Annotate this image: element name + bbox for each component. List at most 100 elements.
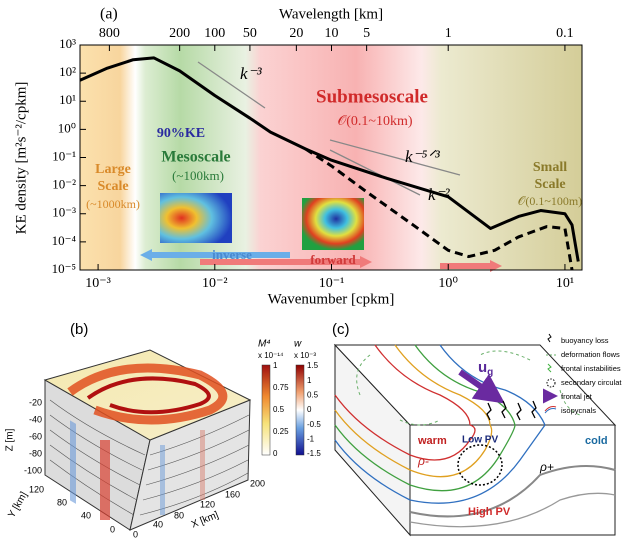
front-band bbox=[86, 376, 211, 415]
colorbar-title: w bbox=[294, 339, 302, 350]
isopycnals bbox=[334, 344, 616, 528]
colorbar-tick-label: 0.5 bbox=[273, 405, 285, 414]
x2-tick-label: 0.1 bbox=[556, 26, 574, 41]
annotation: Scale bbox=[534, 177, 565, 192]
front-band bbox=[67, 363, 228, 425]
colorbar-tick-label: -0.5 bbox=[307, 420, 321, 429]
jet-label-sub: g bbox=[487, 367, 493, 378]
annotation: forward bbox=[310, 252, 356, 267]
colorbar-tick-label: 0.75 bbox=[273, 383, 289, 392]
spectrum-line bbox=[304, 147, 574, 271]
warm-label: warm bbox=[417, 435, 447, 447]
eddy-map bbox=[160, 193, 232, 243]
annotation: Scale bbox=[97, 179, 128, 194]
colorbar-title: M⁴ bbox=[258, 339, 271, 350]
x-tick-label: 10⁻³ bbox=[85, 276, 111, 291]
tick-label: -100 bbox=[24, 465, 42, 475]
tick-label: -20 bbox=[29, 397, 42, 407]
slope-line bbox=[329, 149, 421, 196]
colorbar-tick-label: 1.5 bbox=[307, 361, 319, 370]
jet-label-main: u bbox=[478, 359, 487, 376]
tick-label: 120 bbox=[29, 484, 44, 494]
y-tick-label: 10⁻² bbox=[52, 177, 76, 192]
tick-label: -40 bbox=[29, 414, 42, 424]
tick-label: 40 bbox=[81, 510, 91, 520]
slope-line bbox=[197, 61, 266, 109]
colorbar-tick-label: 1 bbox=[307, 376, 312, 385]
panel-label: (b) bbox=[70, 321, 88, 338]
legend-label: frontal instabilities bbox=[561, 364, 621, 373]
w-stripe bbox=[100, 440, 110, 520]
x2-tick-label: 1 bbox=[445, 26, 452, 41]
y-axis-label: KE density [m²s⁻²/cpkm] bbox=[13, 82, 29, 235]
slope-label: k⁻⁵ᐟ³ bbox=[405, 147, 441, 166]
annotation: Mesoscale bbox=[161, 149, 230, 166]
colorbar-tick-label: 0 bbox=[273, 449, 278, 458]
plot-frame bbox=[79, 44, 583, 271]
w-stripe bbox=[160, 445, 165, 515]
x2-tick-label: 20 bbox=[289, 26, 303, 41]
colorbar-tick-label: 0 bbox=[307, 405, 312, 414]
y-tick-label: 10⁰ bbox=[58, 120, 76, 135]
annotation: 𝒪(0.1~100m) bbox=[518, 194, 582, 208]
legend-label: deformation flows bbox=[561, 350, 620, 359]
x-axis-label: Wavenumber [cpkm] bbox=[268, 291, 395, 307]
forward-arrow-small-head bbox=[490, 260, 502, 272]
y-tick-label: 10⁻¹ bbox=[52, 148, 76, 163]
annotation: 𝒪(0.1~10km) bbox=[337, 114, 412, 129]
colorbar-scale: x 10⁻¹⁴ bbox=[258, 351, 284, 360]
slope-label: k⁻³ bbox=[240, 64, 263, 83]
legend-label: isopycnals bbox=[561, 406, 596, 415]
rho-minus-label: ρ- bbox=[417, 454, 429, 468]
x-tick-label: 10⁰ bbox=[438, 276, 458, 291]
annotation: Large bbox=[95, 162, 131, 177]
colorbar-ticks: 1 0.75 0.5 0.25 0 1.5 1 0.5 0 -0.5 -1 -1.5 bbox=[273, 361, 321, 458]
tick-label: 200 bbox=[250, 478, 265, 488]
legend-swatch bbox=[544, 406, 557, 412]
annotation: (~100km) bbox=[172, 168, 224, 183]
deformation-flows bbox=[356, 350, 581, 426]
colorbar bbox=[261, 364, 271, 456]
y-tick-label: 10⁻⁵ bbox=[52, 261, 76, 276]
slope-line bbox=[329, 139, 461, 176]
secondary-circulation bbox=[457, 444, 503, 486]
rho-plus-label: ρ+ bbox=[539, 460, 554, 474]
tick-label: -60 bbox=[29, 431, 42, 441]
slope-label: k⁻² bbox=[428, 185, 451, 204]
frontal-jet bbox=[458, 369, 505, 404]
colorbar bbox=[295, 364, 305, 456]
tick-label: 80 bbox=[174, 510, 184, 520]
high-pv-label: High PV bbox=[468, 506, 511, 518]
low-pv-label: Low PV bbox=[462, 435, 498, 446]
legend-swatch bbox=[547, 363, 552, 373]
y-tick-label: 10⁻³ bbox=[52, 205, 76, 220]
x-tick-label: 10⁻² bbox=[202, 276, 228, 291]
tick-label: 0 bbox=[110, 524, 115, 534]
panel-c: buoyancy loss deformation flows frontal … bbox=[333, 333, 622, 537]
tick-label: 80 bbox=[57, 497, 67, 507]
x2-tick-label: 800 bbox=[99, 26, 120, 41]
colorbar-tick-label: -1.5 bbox=[307, 449, 321, 458]
panel-b: Z [m] -20 -40 -60 -80 -100 Y [km] 120 80… bbox=[5, 339, 322, 540]
y-tick-label: 10¹ bbox=[59, 92, 76, 107]
colorbar-tick-label: 0.5 bbox=[307, 390, 319, 399]
annotation: 90%KE bbox=[157, 126, 205, 141]
y-tick-label: 10² bbox=[59, 64, 76, 79]
axis-label: X [km] bbox=[190, 510, 221, 531]
x2-tick-label: 100 bbox=[204, 26, 225, 41]
x2-tick-label: 200 bbox=[169, 26, 190, 41]
colorbar-tick-label: -1 bbox=[307, 434, 315, 443]
legend: buoyancy loss deformation flows frontal … bbox=[543, 333, 622, 415]
legend-swatch bbox=[546, 378, 556, 388]
x2-tick-label: 10 bbox=[325, 26, 339, 41]
tick-label: 160 bbox=[225, 489, 240, 499]
y-tick-label: 10⁻⁴ bbox=[52, 233, 77, 248]
tick-label: 0 bbox=[133, 529, 138, 539]
cold-label: cold bbox=[585, 435, 608, 447]
legend-swatch bbox=[547, 333, 552, 343]
axis-label: Y [km] bbox=[6, 490, 30, 520]
panel-label: (c) bbox=[332, 321, 350, 338]
forward-arrow-head bbox=[360, 256, 372, 268]
y-tick-label: 10³ bbox=[59, 36, 76, 51]
w-stripe bbox=[70, 420, 76, 504]
